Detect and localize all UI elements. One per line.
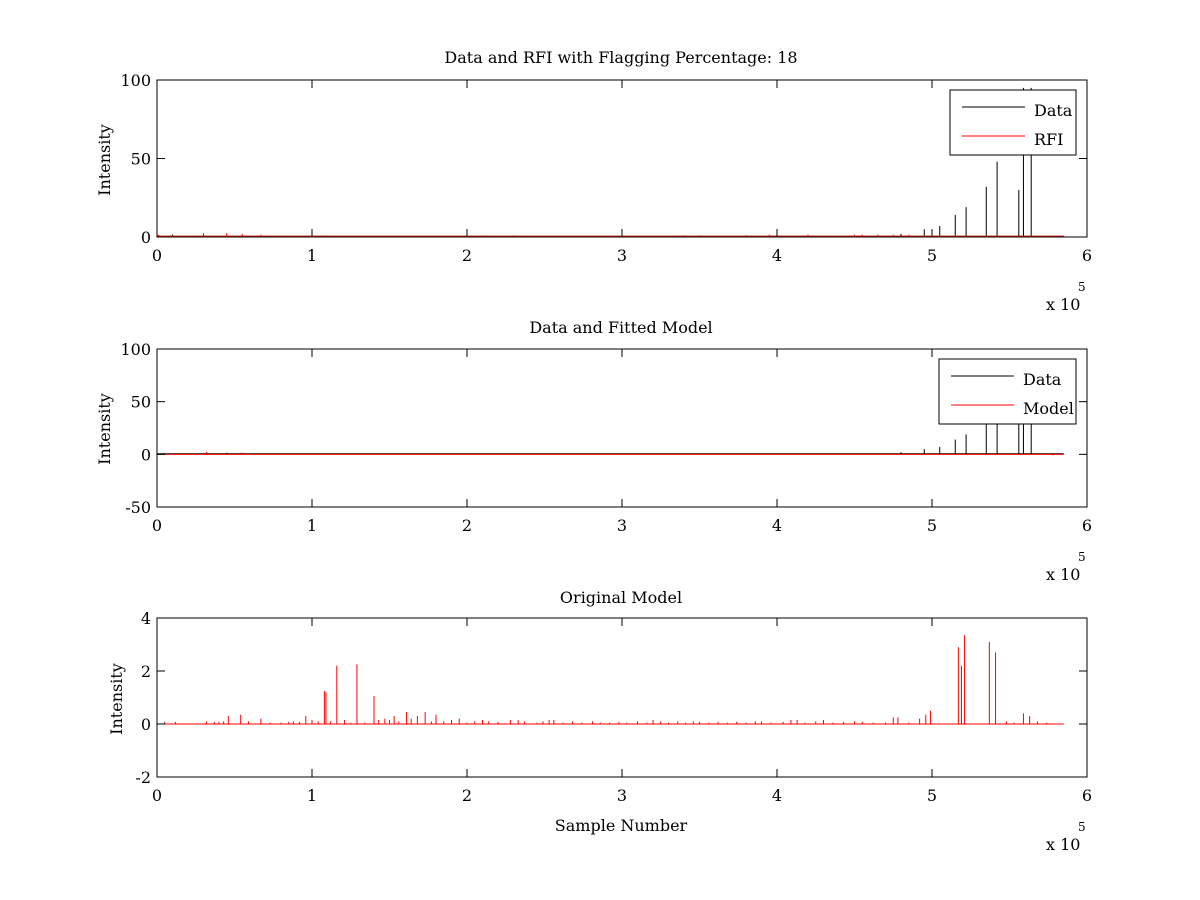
- x-tick-label: 2: [462, 246, 472, 265]
- y-tick-label: 100: [120, 340, 151, 359]
- y-tick-label: 0: [141, 228, 151, 247]
- x-tick-label: 5: [927, 786, 937, 805]
- legend-label: Data: [1023, 370, 1062, 389]
- y-tick-label: -50: [125, 498, 151, 517]
- x-tick-label: 1: [307, 786, 317, 805]
- multiplier-exponent: 5: [1078, 280, 1086, 294]
- legend-label: Data: [1034, 101, 1073, 120]
- x-tick-label: 6: [1082, 786, 1092, 805]
- x-axis-multiplier: x 10 5: [1046, 550, 1086, 584]
- plot-panel-original-model: Original Model Intensity Sample Number 0…: [107, 588, 1092, 854]
- plot-panel-data-and-model: Data and Fitted Model Intensity 0 1 2 3 4 5 6 -…: [95, 318, 1092, 584]
- panel-title: Data and Fitted Model: [529, 318, 712, 337]
- panel-title: Original Model: [560, 588, 682, 607]
- multiplier-base: x 10: [1046, 835, 1080, 854]
- series-group: [157, 87, 1064, 237]
- legend-label: Model: [1023, 399, 1074, 418]
- multiplier-exponent: 5: [1078, 550, 1086, 564]
- legend: Data RFI: [949, 89, 1077, 156]
- multiplier-base: x 10: [1046, 295, 1080, 314]
- x-tick-label: 3: [617, 246, 627, 265]
- y-axis-label: Intensity: [107, 663, 126, 735]
- y-tick-label: -2: [135, 768, 151, 787]
- legend-box: [938, 358, 1077, 425]
- x-axis-label: Sample Number: [555, 816, 688, 835]
- series-group: [157, 635, 1064, 725]
- y-axis-label: Intensity: [95, 124, 114, 196]
- x-tick-label: 4: [772, 246, 782, 265]
- multiplier-base: x 10: [1046, 565, 1080, 584]
- x-tick-label: 5: [927, 246, 937, 265]
- x-tick-label: 0: [152, 516, 162, 535]
- y-axis-label: Intensity: [95, 393, 114, 465]
- multiplier-exponent: 5: [1078, 820, 1086, 834]
- x-tick-label: 1: [307, 516, 317, 535]
- x-tick-label: 5: [927, 516, 937, 535]
- x-tick-label: 3: [617, 786, 627, 805]
- x-tick-label: 6: [1082, 246, 1092, 265]
- x-tick-label: 0: [152, 246, 162, 265]
- x-axis-multiplier: x 10 5: [1046, 820, 1086, 854]
- legend-box: [949, 89, 1077, 156]
- x-tick-label: 2: [462, 516, 472, 535]
- x-tick-label: 2: [462, 786, 472, 805]
- y-tick-label: 50: [131, 150, 151, 169]
- x-axis-multiplier: x 10 5: [1046, 280, 1086, 314]
- plot-panel-data-and-rfi: Data and RFI with Flagging Percentage: 1…: [95, 48, 1092, 314]
- x-tick-label: 4: [772, 786, 782, 805]
- y-tick-label: 2: [141, 662, 151, 681]
- x-tick-label: 4: [772, 516, 782, 535]
- y-tick-label: 0: [141, 445, 151, 464]
- panel-title: Data and RFI with Flagging Percentage: 1…: [444, 48, 797, 67]
- legend-label: RFI: [1034, 130, 1063, 149]
- legend: Data Model: [938, 358, 1077, 425]
- y-tick-label: 0: [141, 715, 151, 734]
- x-tick-label: 0: [152, 786, 162, 805]
- y-tick-label: 4: [141, 609, 151, 628]
- x-tick-label: 6: [1082, 516, 1092, 535]
- y-tick-label: 50: [131, 393, 151, 412]
- y-tick-label: 100: [120, 71, 151, 90]
- x-tick-label: 3: [617, 516, 627, 535]
- x-tick-label: 1: [307, 246, 317, 265]
